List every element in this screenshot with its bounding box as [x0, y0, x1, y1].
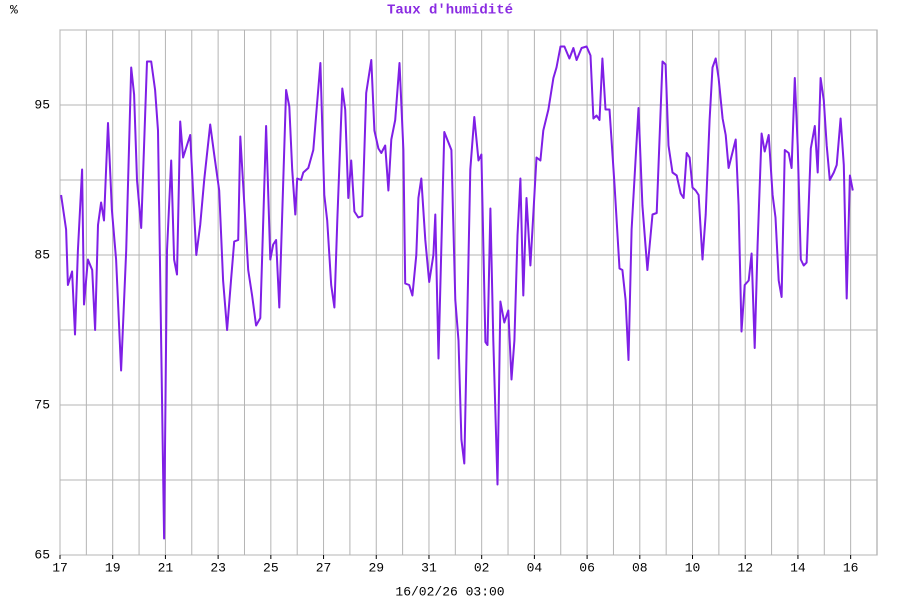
x-axis-label: 16/02/26 03:00	[395, 584, 504, 599]
x-tick-label: 31	[421, 560, 437, 575]
x-tick-label: 10	[685, 560, 701, 575]
y-axis-label: %	[10, 2, 18, 17]
x-tick-label: 29	[368, 560, 384, 575]
x-tick-label: 23	[210, 560, 226, 575]
chart-title: Taux d'humidité	[387, 3, 513, 19]
x-tick-label: 27	[316, 560, 332, 575]
y-tick-label: 95	[34, 97, 50, 112]
y-tick-label: 65	[34, 547, 50, 562]
x-tick-label: 21	[158, 560, 174, 575]
x-tick-label: 02	[474, 560, 490, 575]
x-tick-label: 12	[737, 560, 753, 575]
humidity-line	[60, 45, 854, 540]
x-tick-label: 08	[632, 560, 648, 575]
y-tick-label: 75	[34, 397, 50, 412]
x-tick-label: 19	[105, 560, 121, 575]
x-tick-label: 25	[263, 560, 279, 575]
x-tick-label: 04	[527, 560, 543, 575]
x-tick-label: 16	[843, 560, 859, 575]
x-tick-label: 17	[52, 560, 68, 575]
x-tick-label: 14	[790, 560, 806, 575]
y-tick-label: 85	[34, 247, 50, 262]
x-tick-label: 06	[579, 560, 595, 575]
